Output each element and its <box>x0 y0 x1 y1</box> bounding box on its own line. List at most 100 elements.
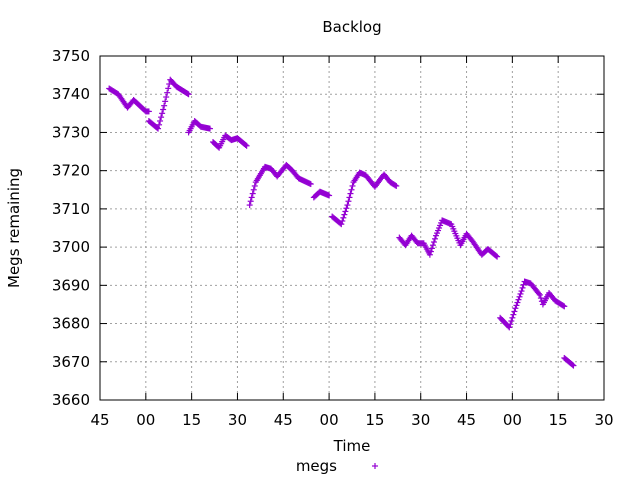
y-tick-label: 3740 <box>52 85 90 103</box>
data-point <box>166 81 173 88</box>
data-point <box>163 94 170 101</box>
data-point <box>429 242 436 249</box>
data-point <box>508 318 515 325</box>
data-point <box>430 239 437 246</box>
data-point <box>428 245 435 252</box>
data-point <box>156 121 163 128</box>
data-point <box>184 90 191 97</box>
data-point <box>518 288 525 295</box>
data-point <box>512 305 519 312</box>
grid-lines <box>100 56 604 400</box>
y-axis-label: Megs remaining <box>5 168 23 288</box>
data-point <box>570 362 577 369</box>
data-point <box>158 114 165 121</box>
legend-plus <box>372 463 378 469</box>
y-tick-label: 3670 <box>52 353 90 371</box>
data-point <box>157 117 164 124</box>
y-tick-label: 3710 <box>52 200 90 218</box>
data-point <box>510 311 517 318</box>
data-point <box>392 182 399 189</box>
chart-title: Backlog <box>322 18 381 36</box>
axis-ticks <box>99 55 605 401</box>
data-point <box>537 295 544 302</box>
data-point <box>248 194 255 201</box>
data-point <box>344 202 351 209</box>
legend-label-megs: megs <box>296 457 337 475</box>
data-point <box>246 202 253 209</box>
data-point <box>519 284 526 291</box>
x-axis-label: Time <box>333 437 371 455</box>
data-point <box>561 303 568 310</box>
data-point <box>159 110 166 117</box>
data-point <box>348 186 355 193</box>
x-tick-label: 00 <box>320 411 339 429</box>
x-tick-label: 45 <box>274 411 293 429</box>
y-tick-label: 3660 <box>52 391 90 409</box>
data-point <box>251 182 258 189</box>
data-point <box>145 108 152 115</box>
data-point <box>517 290 524 297</box>
data-point <box>493 252 500 259</box>
y-tick-label: 3700 <box>52 238 90 256</box>
data-point <box>326 192 333 199</box>
data-point <box>393 182 400 189</box>
data-point <box>339 217 346 224</box>
data-point <box>243 142 250 149</box>
y-tick-label: 3680 <box>52 315 90 333</box>
y-tick-label: 3720 <box>52 162 90 180</box>
legend: megs <box>296 457 378 475</box>
x-tick-label: 45 <box>457 411 476 429</box>
data-point <box>307 181 314 188</box>
data-point <box>185 91 192 98</box>
data-point <box>242 141 249 148</box>
data-point <box>426 251 433 258</box>
x-tick-label: 15 <box>549 411 568 429</box>
data-point <box>427 248 434 255</box>
data-point <box>165 85 172 92</box>
legend-marker-megs <box>372 463 378 469</box>
data-point <box>340 214 347 221</box>
data-points <box>106 76 577 369</box>
x-tick-label: 30 <box>594 411 613 429</box>
data-point <box>250 186 257 193</box>
data-point <box>342 208 349 215</box>
data-point <box>494 253 501 260</box>
data-point <box>162 98 169 105</box>
data-point <box>164 89 171 96</box>
x-tick-label: 30 <box>228 411 247 429</box>
x-tick-label: 15 <box>182 411 201 429</box>
data-point <box>514 299 521 306</box>
data-point <box>507 321 514 328</box>
x-tick-label: 15 <box>365 411 384 429</box>
x-tick-labels: 45 00 15 30 45 00 15 30 45 00 15 30 <box>90 411 613 429</box>
data-point <box>343 205 350 212</box>
data-point <box>509 314 516 321</box>
x-tick-label: 45 <box>90 411 109 429</box>
data-point <box>346 194 353 201</box>
data-point <box>516 293 523 300</box>
data-point <box>338 221 345 228</box>
x-tick-label: 30 <box>411 411 430 429</box>
data-point <box>249 190 256 197</box>
data-point <box>160 106 167 113</box>
data-point <box>513 302 520 309</box>
y-tick-label: 3730 <box>52 123 90 141</box>
data-point <box>345 198 352 205</box>
y-tick-labels: 3660 3670 3680 3690 3700 3710 3720 3730 3740 3750 <box>52 47 90 409</box>
y-tick-label: 3690 <box>52 276 90 294</box>
data-point <box>341 211 348 218</box>
plot-frame <box>99 55 605 401</box>
data-point <box>161 102 168 109</box>
data-point <box>247 198 254 205</box>
x-tick-label: 00 <box>503 411 522 429</box>
data-point <box>155 125 162 132</box>
data-point <box>506 324 513 331</box>
data-point <box>347 190 354 197</box>
data-point <box>560 302 567 309</box>
data-point <box>515 296 522 303</box>
data-point <box>431 235 438 242</box>
data-point <box>569 361 576 368</box>
data-point <box>511 308 518 315</box>
y-tick-label: 3750 <box>52 47 90 65</box>
